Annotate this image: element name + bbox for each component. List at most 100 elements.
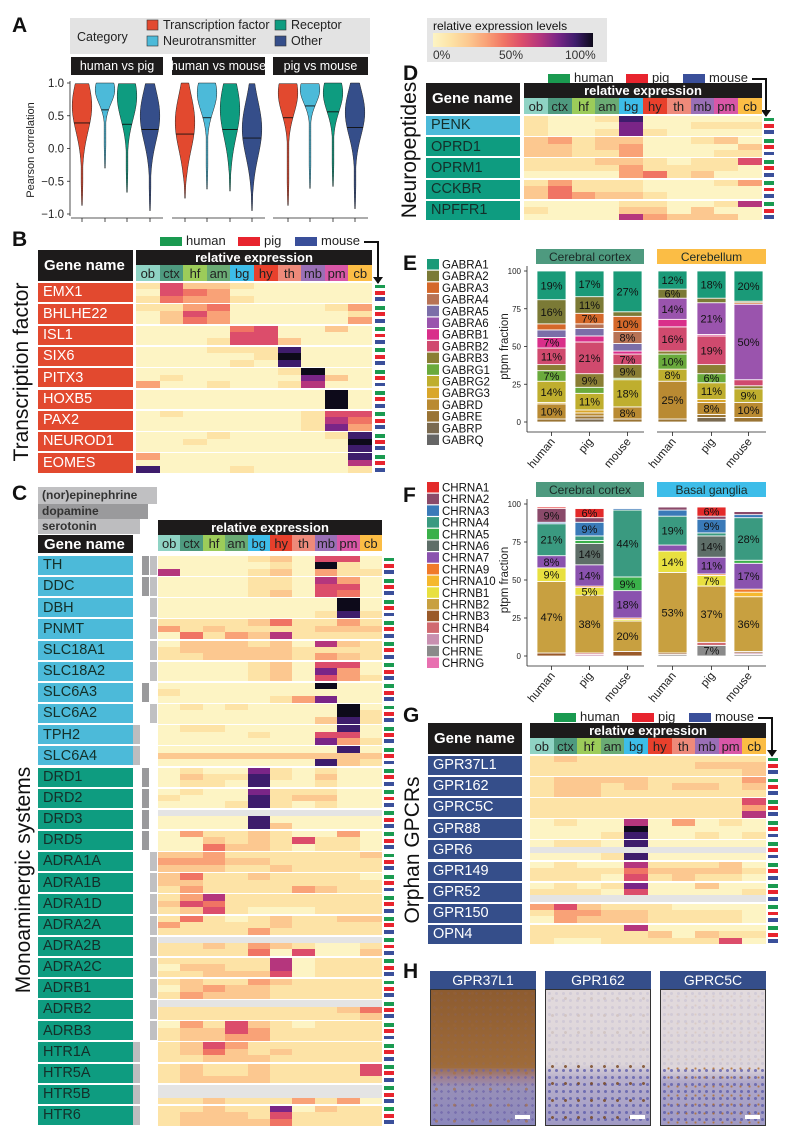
heatmap-cell	[202, 646, 226, 654]
heatmap-cell	[324, 304, 349, 312]
heatmap-cell	[158, 921, 181, 929]
species-indicator-mouse	[384, 1120, 394, 1125]
species-indicator-human	[375, 433, 385, 438]
heatmap-cell	[136, 395, 161, 403]
heatmap-cell	[714, 122, 739, 130]
bar-segment-chrnb4	[696, 641, 727, 646]
legend-swatch-gabrg3	[427, 387, 439, 399]
heatmap-cell	[571, 213, 596, 221]
legend-swatch-rec	[274, 19, 287, 31]
heatmap-cell	[247, 1034, 271, 1041]
heatmap-cell	[359, 780, 383, 788]
heatmap-cell	[136, 453, 161, 461]
heatmap-cell	[595, 164, 620, 172]
heatmap-cell	[183, 295, 208, 303]
heatmap-cell	[547, 158, 573, 166]
heatmap-cell	[359, 985, 383, 993]
heatmap-cell	[337, 858, 361, 866]
bar-segment-chrna3	[612, 508, 643, 511]
legend-swatch-pig	[238, 237, 260, 246]
heatmap-cell	[314, 858, 338, 866]
heatmap-cell	[643, 150, 668, 157]
heatmap-cell	[348, 332, 373, 339]
heatmap-cell	[314, 767, 338, 775]
heatmap-cell	[314, 737, 338, 745]
heatmap-cell	[158, 1012, 181, 1020]
heatmap-cell	[180, 746, 204, 754]
heatmap-cell	[714, 186, 739, 193]
species-indicator-human	[384, 832, 394, 837]
heatmap-cell	[359, 864, 383, 872]
heatmap-cell	[359, 1069, 383, 1077]
segment-label: 6%	[582, 508, 598, 520]
segment-label: 19%	[700, 345, 722, 357]
heatmap-cell	[230, 423, 255, 431]
heatmap-cell	[183, 417, 208, 425]
heatmap-cell	[714, 158, 739, 166]
heatmap-cell	[337, 928, 361, 936]
heatmap-cell	[314, 915, 338, 923]
heatmap-cell	[202, 682, 226, 690]
heatmap-cell	[277, 444, 302, 452]
heatmap-cell	[348, 374, 373, 382]
heatmap-cell	[202, 780, 226, 788]
heatmap-cell	[648, 931, 673, 939]
heatmap-cell	[671, 762, 696, 770]
heatmap-cell	[738, 179, 763, 187]
heatmap-cell	[180, 979, 204, 986]
heatmap-cell	[277, 453, 302, 461]
species-indicator-mouse	[384, 972, 394, 976]
heatmap-cell	[643, 164, 668, 172]
heatmap-cell	[324, 466, 349, 474]
heatmap-cell	[159, 289, 184, 297]
legend-swatch-chrna3	[427, 505, 439, 516]
heatmap-cell	[314, 801, 338, 809]
heatmap-cell	[301, 325, 326, 333]
heatmap-cell	[158, 1112, 181, 1120]
heatmap-cell	[530, 861, 555, 869]
heatmap-cell	[624, 777, 649, 784]
heatmap-cell	[624, 931, 649, 939]
heatmap-cell	[666, 158, 692, 166]
segment-label: 36%	[737, 619, 759, 631]
heatmap-cell	[158, 979, 181, 986]
species-indicator-human	[384, 726, 394, 731]
bar-segment-chrnb3	[536, 652, 567, 657]
heatmap-cell	[202, 1084, 226, 1092]
heatmap-cell	[202, 767, 226, 775]
heatmap-cell	[690, 116, 715, 123]
species-indicator-mouse	[384, 654, 394, 659]
species-indicator-pig	[768, 848, 778, 853]
heatmap-cell	[348, 346, 373, 354]
heatmap-cell	[348, 368, 373, 376]
legend-swatch-gabrd	[427, 399, 439, 410]
gene-label-gprc5c: GPRC5C	[428, 798, 522, 818]
heatmap-cell	[547, 213, 573, 221]
heatmap-cell	[247, 577, 271, 585]
bar-segment-chrnb2	[612, 620, 643, 652]
heatmap-cell	[301, 359, 326, 367]
heatmap-cell	[225, 1021, 249, 1029]
gene-label-gpr149: GPR149	[428, 861, 522, 881]
heatmap-cell	[337, 957, 361, 965]
heatmap-cell	[158, 907, 181, 915]
heatmap-cell	[230, 359, 255, 367]
heatmap-cell	[292, 1055, 316, 1063]
legend-swatch-chrnd	[427, 634, 439, 645]
y-tick-label: −1.0	[41, 209, 64, 221]
segment-label: 11%	[579, 397, 600, 409]
heatmap-cell	[359, 957, 383, 965]
heatmap-cell	[270, 830, 293, 838]
heatmap-cell	[183, 459, 208, 467]
heatmap-cell	[292, 879, 316, 887]
heatmap-cell	[695, 804, 720, 812]
segment-label: 11%	[701, 386, 722, 398]
heatmap-cell	[292, 695, 316, 703]
heatmap-cell	[314, 788, 338, 796]
heatmap-cell	[314, 604, 338, 612]
heatmap-cell	[183, 359, 208, 367]
heatmap-cell	[619, 150, 644, 157]
relative-expression-header: relative expression	[530, 723, 766, 738]
heatmap-cell	[225, 858, 249, 866]
heatmap-cell	[348, 410, 373, 418]
